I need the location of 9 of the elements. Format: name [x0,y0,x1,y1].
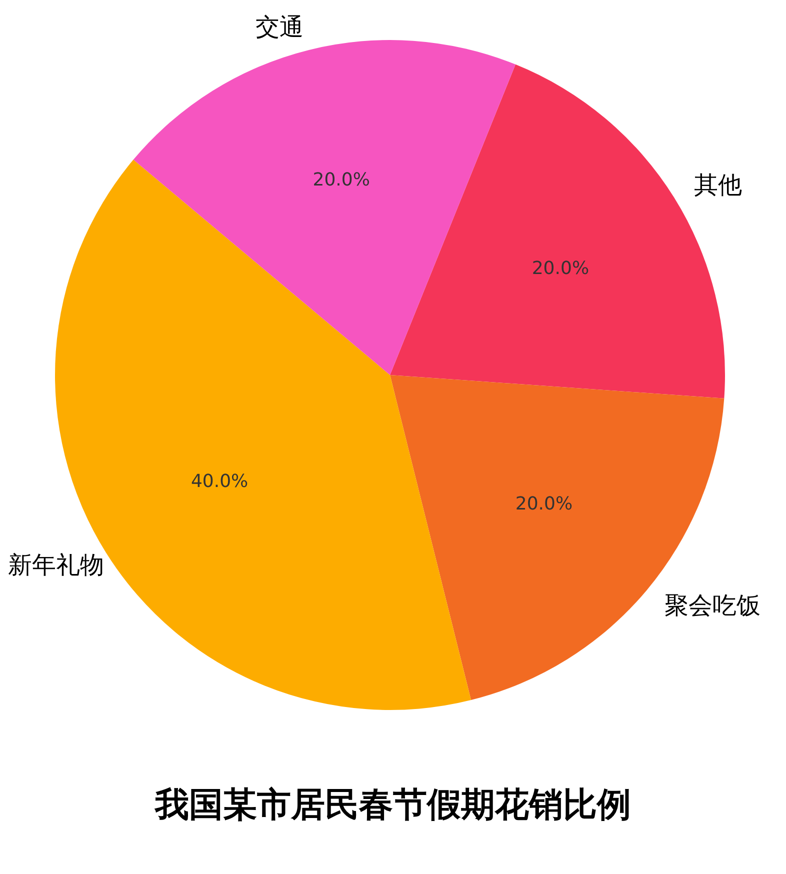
slice-label: 新年礼物 [8,550,104,579]
data-label: 20.0% [515,494,573,515]
slice-label: 其他 [694,171,742,200]
data-label: 20.0% [532,258,590,279]
slice-label: 交通 [255,13,304,42]
slice-label: 聚会吃饭 [664,591,761,620]
data-label: 20.0% [312,169,370,190]
data-label: 40.0% [190,471,248,492]
text: 我国某市居民春节假期花销比例 [154,785,631,825]
